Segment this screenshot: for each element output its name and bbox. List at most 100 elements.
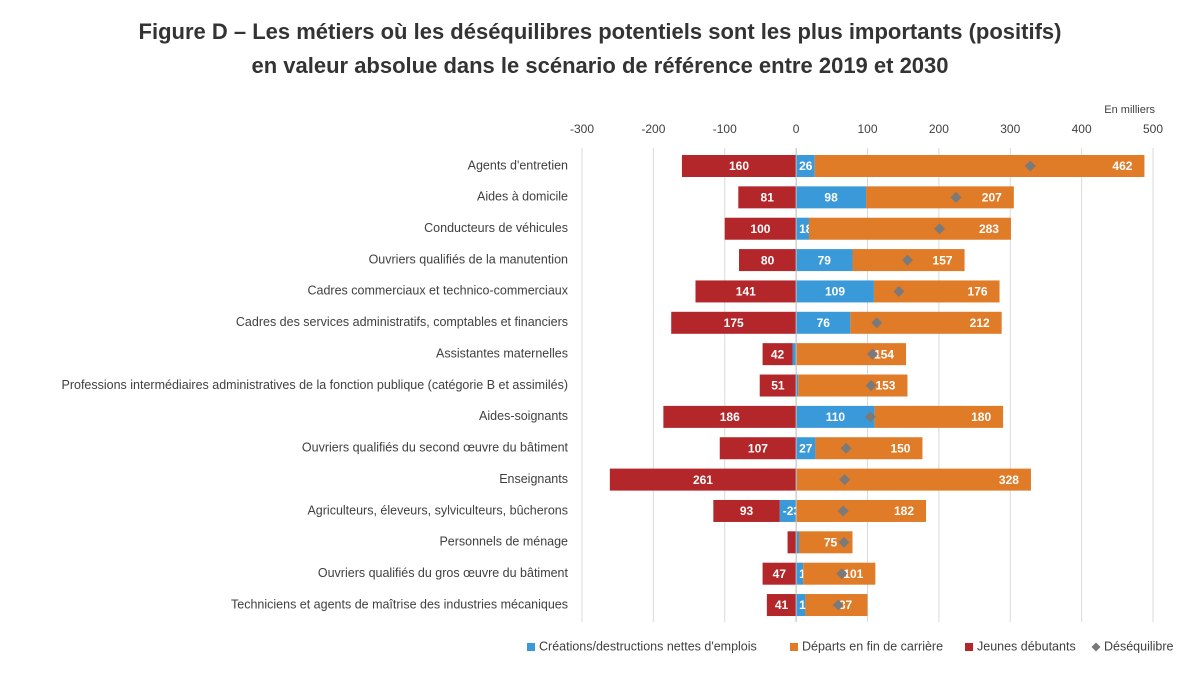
data-label: 186 xyxy=(720,410,740,424)
bar xyxy=(609,468,797,491)
bar xyxy=(796,437,816,460)
bar xyxy=(866,186,1014,209)
x-tick-label: -200 xyxy=(641,122,665,136)
data-label: 157 xyxy=(933,253,953,267)
bar xyxy=(713,499,780,522)
marker xyxy=(837,505,849,517)
bar xyxy=(796,217,809,240)
bar xyxy=(759,374,797,397)
marker xyxy=(836,568,848,580)
bar xyxy=(874,405,1004,428)
data-label: 150 xyxy=(890,441,910,455)
y-tick-label: Personnels de ménage xyxy=(439,535,568,549)
bar xyxy=(796,499,927,522)
data-label: 79 xyxy=(818,253,832,267)
x-tick-label: 300 xyxy=(1000,122,1020,136)
legend-label: Départs en fin de carrière xyxy=(802,639,943,653)
bar xyxy=(808,217,1011,240)
x-tick-label: -300 xyxy=(570,122,594,136)
data-label: 80 xyxy=(761,253,775,267)
bar xyxy=(796,155,815,177)
data-label: 176 xyxy=(968,285,988,299)
data-label: 212 xyxy=(970,316,990,330)
bar xyxy=(796,562,804,585)
marker xyxy=(838,536,850,548)
bar xyxy=(796,405,875,428)
bar xyxy=(796,280,874,303)
data-label: 27 xyxy=(799,441,813,455)
bar xyxy=(796,594,806,617)
bar xyxy=(663,405,797,428)
legend-marker xyxy=(790,643,798,651)
data-label: 101 xyxy=(843,567,863,581)
y-tick-label: Professions intermédiaires administrativ… xyxy=(62,378,569,392)
y-tick-label: Conducteurs de véhicules xyxy=(424,221,568,235)
bar xyxy=(796,468,1031,491)
data-label: 100 xyxy=(750,222,770,236)
data-label: 75 xyxy=(824,535,838,549)
bar xyxy=(681,155,797,177)
marker xyxy=(893,285,905,297)
bar xyxy=(796,249,853,272)
axis-unit: En milliers xyxy=(1104,104,1155,116)
marker xyxy=(901,254,913,266)
bar xyxy=(738,186,797,209)
data-label: 283 xyxy=(979,222,999,236)
data-label: 93 xyxy=(740,504,754,518)
bar xyxy=(798,374,908,397)
y-tick-label: Agents d'entretien xyxy=(468,158,568,172)
bar xyxy=(796,186,867,209)
marker xyxy=(1024,160,1036,172)
data-label: 51 xyxy=(771,379,785,393)
bar xyxy=(796,311,851,334)
bar xyxy=(796,374,799,397)
legend-marker xyxy=(527,643,535,651)
bar xyxy=(719,437,797,460)
marker xyxy=(871,317,883,329)
data-label: 81 xyxy=(761,191,775,205)
marker xyxy=(840,442,852,454)
bar xyxy=(739,249,797,272)
data-label: 110 xyxy=(826,410,846,424)
y-tick-label: Assistantes maternelles xyxy=(436,346,568,360)
data-label: 26 xyxy=(799,159,813,173)
data-label: 153 xyxy=(875,379,895,393)
bar xyxy=(671,311,797,334)
data-label: 160 xyxy=(729,159,749,173)
data-label: 328 xyxy=(999,473,1019,487)
bar xyxy=(815,437,923,460)
x-tick-label: 100 xyxy=(857,122,877,136)
y-tick-label: Cadres commerciaux et technico-commercia… xyxy=(307,284,568,298)
bar xyxy=(796,531,799,554)
y-tick-label: Cadres des services administratifs, comp… xyxy=(236,315,568,329)
marker xyxy=(865,380,877,392)
data-label: 87 xyxy=(839,598,853,612)
bar xyxy=(798,531,853,554)
bar xyxy=(762,343,793,366)
bar xyxy=(779,499,797,522)
bar xyxy=(814,155,1145,177)
y-tick-label: Agriculteurs, éleveurs, sylviculteurs, b… xyxy=(307,503,568,517)
x-tick-label: 500 xyxy=(1143,122,1163,136)
legend-marker xyxy=(1091,642,1101,652)
marker xyxy=(866,348,878,360)
data-label: 107 xyxy=(748,441,768,455)
chart-title: en valeur absolue dans le scénario de ré… xyxy=(251,53,948,78)
bar xyxy=(792,343,797,366)
chart-title: Figure D – Les métiers où les déséquilib… xyxy=(139,19,1062,44)
data-label: 141 xyxy=(736,285,756,299)
data-label: 154 xyxy=(874,347,894,361)
data-label: 42 xyxy=(771,347,785,361)
marker xyxy=(950,191,962,203)
data-label: 261 xyxy=(693,473,713,487)
data-label: 98 xyxy=(824,191,838,205)
data-label: 462 xyxy=(1112,159,1132,173)
y-tick-label: Aides-soignants xyxy=(479,409,568,423)
data-label: 182 xyxy=(894,504,914,518)
y-tick-label: Enseignants xyxy=(499,472,568,486)
legend-label: Jeunes débutants xyxy=(977,639,1076,653)
y-tick-label: Techniciens et agents de maîtrise des in… xyxy=(231,597,568,611)
data-label: 109 xyxy=(825,285,845,299)
